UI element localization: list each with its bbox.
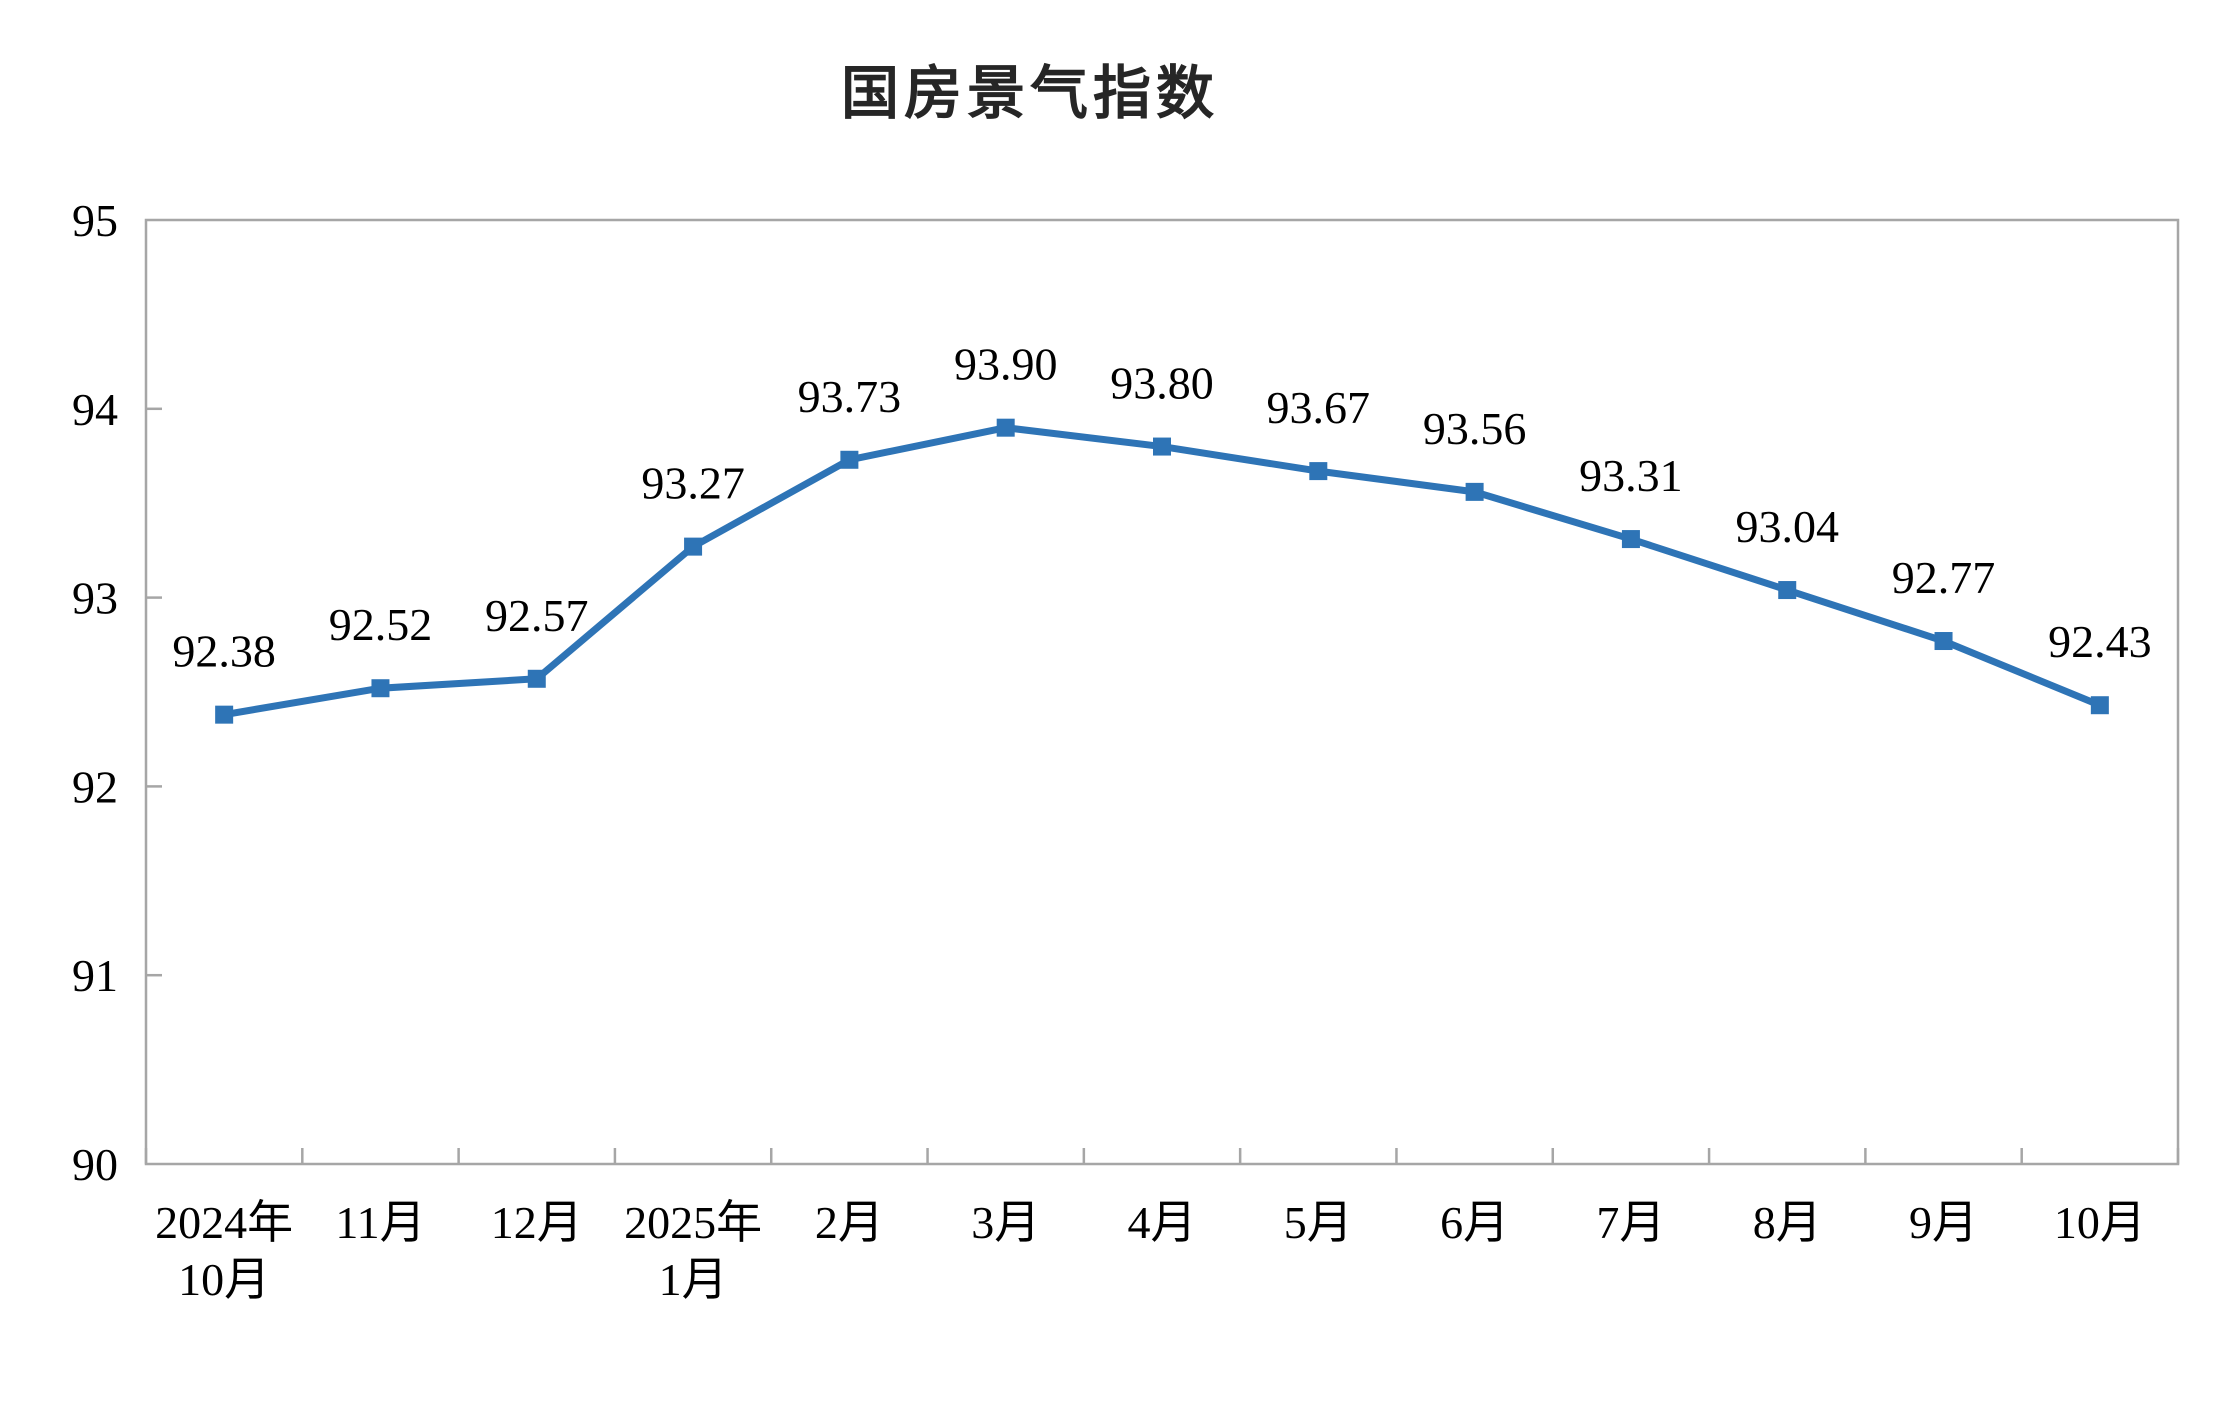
data-point-marker bbox=[840, 450, 859, 469]
data-label: 93.67 bbox=[1267, 382, 1371, 433]
x-axis-category-label: 3月 bbox=[971, 1197, 1040, 1248]
data-point-marker bbox=[1934, 632, 1953, 651]
y-axis-tick-label: 94 bbox=[72, 384, 118, 435]
x-axis-category-label: 7月 bbox=[1596, 1197, 1665, 1248]
y-axis-tick-label: 90 bbox=[72, 1139, 118, 1190]
data-label: 92.57 bbox=[485, 590, 589, 641]
data-label: 92.77 bbox=[1892, 552, 1996, 603]
data-label: 92.38 bbox=[172, 626, 276, 677]
x-axis-category-label: 5月 bbox=[1284, 1197, 1353, 1248]
x-axis-category-label: 12月 bbox=[491, 1197, 583, 1248]
data-point-marker bbox=[1309, 462, 1328, 481]
data-point-marker bbox=[1621, 530, 1640, 549]
x-axis-category-label: 2024年 10月 bbox=[155, 1197, 293, 1305]
data-label: 93.56 bbox=[1423, 403, 1527, 454]
data-label: 93.31 bbox=[1579, 450, 1683, 501]
chart-title: 国房景气指数 bbox=[840, 61, 1219, 126]
plot-area-border bbox=[144, 218, 2180, 1166]
data-label: 93.04 bbox=[1735, 501, 1839, 552]
y-axis-tick-label: 93 bbox=[72, 573, 118, 624]
data-point-marker bbox=[215, 705, 234, 724]
data-point-marker bbox=[1778, 581, 1797, 600]
x-axis-category-label: 6月 bbox=[1440, 1197, 1509, 1248]
data-point-marker bbox=[371, 679, 390, 698]
y-axis-tick-label: 91 bbox=[72, 950, 118, 1001]
data-point-marker bbox=[2090, 696, 2109, 715]
data-point-marker bbox=[527, 669, 546, 688]
x-axis-category-label: 8月 bbox=[1753, 1197, 1822, 1248]
data-label: 92.52 bbox=[329, 599, 433, 650]
y-axis-tick-label: 95 bbox=[72, 195, 118, 246]
data-point-marker bbox=[684, 537, 703, 556]
data-label: 93.73 bbox=[798, 371, 902, 422]
x-axis-category-label: 2月 bbox=[815, 1197, 884, 1248]
data-point-marker bbox=[996, 418, 1015, 437]
y-axis-tick-label: 92 bbox=[72, 761, 118, 812]
data-label: 93.80 bbox=[1110, 358, 1214, 409]
data-point-marker bbox=[1153, 437, 1171, 456]
data-label: 92.43 bbox=[2048, 616, 2152, 667]
x-axis-category-label: 2025年 1月 bbox=[624, 1197, 762, 1305]
x-axis-category-label: 4月 bbox=[1128, 1197, 1197, 1248]
x-axis-category-label: 11月 bbox=[335, 1197, 425, 1248]
data-label: 93.90 bbox=[954, 339, 1058, 390]
data-point-marker bbox=[1465, 482, 1484, 501]
x-axis-category-label: 9月 bbox=[1909, 1197, 1978, 1248]
x-axis-category-label: 10月 bbox=[2054, 1197, 2146, 1248]
data-label: 93.27 bbox=[641, 458, 745, 509]
